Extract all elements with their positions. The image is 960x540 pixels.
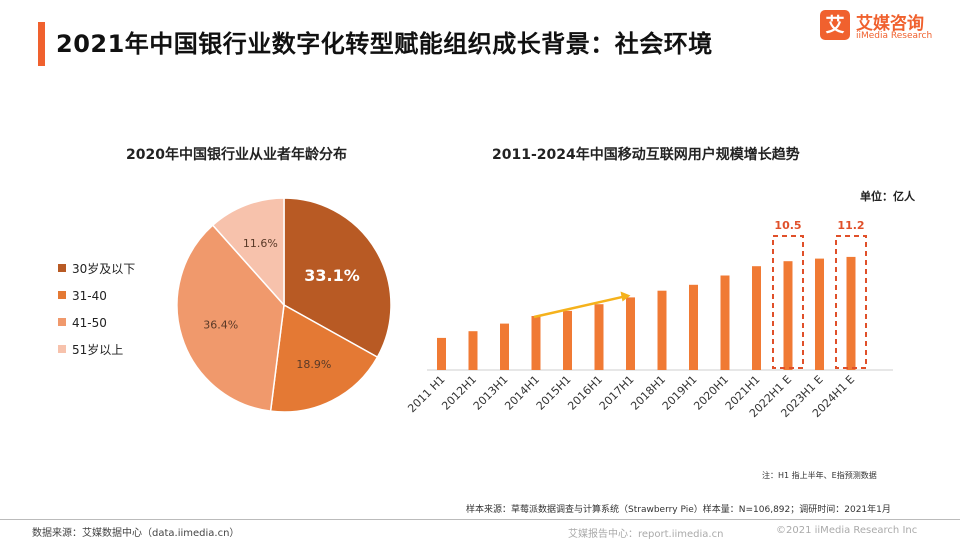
brand-logo: 艾 艾媒咨询 iiMedia Research — [820, 10, 950, 44]
bar-11 — [783, 261, 793, 370]
title-accent-bar — [38, 22, 45, 66]
legend-label-0: 30岁及以下 — [72, 261, 135, 276]
footer-data-source: 数据来源：艾媒数据中心（data.iimedia.cn） — [32, 528, 240, 539]
age-distribution-pie-chart: 33.1% 18.9% 36.4% 11.6% 30岁及以下 31-40 41-50 51岁以… — [58, 197, 392, 413]
trend-arrow-line — [533, 295, 623, 319]
pie-slice-1 — [269, 303, 379, 413]
legend-label-2: 41-50 — [72, 316, 107, 330]
bar-1 — [468, 331, 478, 370]
pie-slice-label-3: 11.6% — [243, 237, 278, 250]
bar-5 — [594, 304, 604, 370]
sample-source-note: 样本来源：草莓派数据调查与计算系统（Strawberry Pie）样本量：N=1… — [466, 505, 891, 515]
pie-slice-3 — [211, 197, 285, 307]
pie-slice-0 — [283, 197, 392, 359]
bar-8 — [689, 284, 698, 370]
unit-label: 单位：亿人 — [860, 189, 916, 203]
logo-name-en: iiMedia Research — [856, 31, 933, 41]
bar-0 — [437, 337, 446, 370]
logo-name-cn: 艾媒咨询 — [856, 14, 924, 34]
bar-chart-title: 2011-2024年中国移动互联网用户规模增长趋势 — [492, 147, 800, 163]
pie-chart-title: 2020年中国银行业从业者年龄分布 — [126, 147, 347, 163]
bar-12 — [815, 258, 824, 370]
pie-slice-2 — [176, 224, 285, 412]
trend-arrow-head — [620, 291, 631, 302]
callout-label-0: 10.5 — [774, 219, 801, 232]
bar-2 — [500, 323, 509, 370]
pie-slice-label-1: 18.9% — [296, 358, 331, 371]
logo-mark: 艾 — [820, 10, 850, 40]
footer-divider — [0, 519, 960, 520]
legend-swatch-0 — [58, 264, 66, 272]
footer-report-center: 艾媒报告中心：report.iimedia.cn — [568, 529, 724, 540]
pie-slice-label-0: 33.1% — [304, 266, 360, 285]
callout-label-1: 11.2 — [837, 219, 864, 232]
footer-copyright: ©2021 iiMedia Research Inc — [776, 525, 918, 536]
legend-label-3: 51岁以上 — [72, 342, 123, 357]
x-tick-label-0: 2011 H1 — [405, 373, 447, 415]
bar-4 — [563, 310, 572, 370]
page-title: 2021年中国银行业数字化转型赋能组织成长背景：社会环境 — [56, 30, 713, 58]
legend-swatch-3 — [58, 345, 66, 353]
legend-swatch-2 — [58, 318, 66, 326]
legend-swatch-1 — [58, 291, 66, 299]
pie-slice-label-2: 36.4% — [203, 319, 238, 332]
definition-note: 注：H1 指上半年、E指预测数据 — [762, 471, 877, 480]
bar-9 — [720, 275, 730, 370]
bar-13 — [846, 256, 856, 370]
bar-3 — [531, 316, 541, 370]
bar-10 — [752, 266, 761, 370]
bar-6 — [626, 297, 635, 370]
bar-7 — [657, 290, 667, 370]
legend-label-1: 31-40 — [72, 289, 107, 303]
